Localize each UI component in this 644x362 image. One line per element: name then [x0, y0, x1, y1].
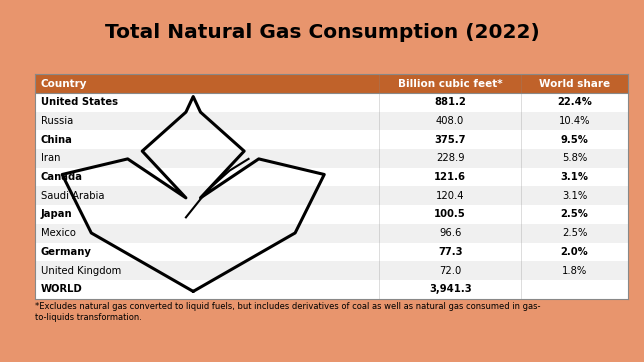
- FancyBboxPatch shape: [35, 93, 628, 111]
- Text: 3,941.3: 3,941.3: [429, 284, 471, 294]
- Text: Total Natural Gas Consumption (2022): Total Natural Gas Consumption (2022): [104, 23, 540, 42]
- Text: China: China: [41, 135, 72, 145]
- Text: Iran: Iran: [41, 153, 60, 163]
- Text: World share: World share: [539, 79, 610, 89]
- Text: Canada: Canada: [41, 172, 82, 182]
- FancyBboxPatch shape: [35, 74, 628, 93]
- FancyBboxPatch shape: [35, 261, 628, 280]
- Text: 2.0%: 2.0%: [561, 247, 589, 257]
- FancyBboxPatch shape: [35, 149, 628, 168]
- Text: 2.5%: 2.5%: [561, 210, 589, 219]
- Text: Billion cubic feet*: Billion cubic feet*: [398, 79, 502, 89]
- FancyBboxPatch shape: [35, 224, 628, 243]
- Text: Mexico: Mexico: [41, 228, 75, 238]
- FancyBboxPatch shape: [35, 243, 628, 261]
- Text: Country: Country: [41, 79, 87, 89]
- Text: 3.1%: 3.1%: [562, 191, 587, 201]
- Text: 1.8%: 1.8%: [562, 266, 587, 275]
- Text: Saudi Arabia: Saudi Arabia: [41, 191, 104, 201]
- Text: 881.2: 881.2: [434, 97, 466, 107]
- Text: United Kingdom: United Kingdom: [41, 266, 121, 275]
- Text: 121.6: 121.6: [434, 172, 466, 182]
- FancyBboxPatch shape: [35, 205, 628, 224]
- Text: 2.5%: 2.5%: [562, 228, 587, 238]
- Text: 22.4%: 22.4%: [557, 97, 592, 107]
- FancyBboxPatch shape: [35, 186, 628, 205]
- Text: Russia: Russia: [41, 116, 73, 126]
- Text: Japan: Japan: [41, 210, 72, 219]
- Text: 120.4: 120.4: [436, 191, 464, 201]
- Text: 228.9: 228.9: [436, 153, 464, 163]
- FancyBboxPatch shape: [35, 280, 628, 299]
- Text: 375.7: 375.7: [435, 135, 466, 145]
- Text: United States: United States: [41, 97, 118, 107]
- FancyBboxPatch shape: [35, 111, 628, 130]
- Text: 72.0: 72.0: [439, 266, 461, 275]
- Text: 10.4%: 10.4%: [559, 116, 591, 126]
- Text: Germany: Germany: [41, 247, 91, 257]
- FancyBboxPatch shape: [35, 168, 628, 186]
- Text: 9.5%: 9.5%: [561, 135, 589, 145]
- Text: 96.6: 96.6: [439, 228, 461, 238]
- Text: 408.0: 408.0: [436, 116, 464, 126]
- FancyBboxPatch shape: [35, 130, 628, 149]
- Text: 77.3: 77.3: [438, 247, 462, 257]
- Text: 5.8%: 5.8%: [562, 153, 587, 163]
- Text: 100.5: 100.5: [434, 210, 466, 219]
- Text: 3.1%: 3.1%: [560, 172, 589, 182]
- Text: WORLD: WORLD: [41, 284, 82, 294]
- Text: *Excludes natural gas converted to liquid fuels, but includes derivatives of coa: *Excludes natural gas converted to liqui…: [35, 302, 541, 322]
